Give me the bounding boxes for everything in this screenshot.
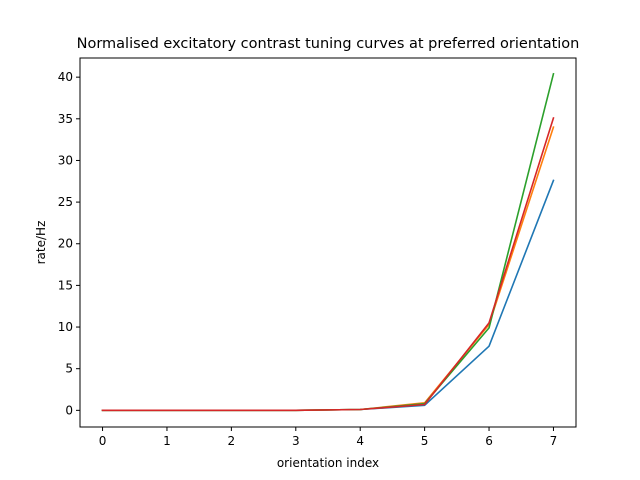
series-line-4 — [101, 116, 555, 412]
x-axis-label: orientation index — [277, 456, 379, 470]
y-tick-label: 35 — [58, 112, 73, 126]
x-tick-label: 3 — [292, 434, 300, 448]
chart-title: Normalised excitatory contrast tuning cu… — [77, 36, 580, 52]
axes-frame — [79, 57, 577, 428]
y-tick-label: 5 — [65, 362, 73, 376]
y-tick-label: 25 — [58, 195, 73, 209]
series-line-2 — [101, 126, 555, 412]
x-tick-label: 6 — [485, 434, 493, 448]
series-line-1 — [101, 179, 555, 412]
x-tick-label: 1 — [163, 434, 171, 448]
x-tick-label: 0 — [99, 434, 107, 448]
y-tick-label: 10 — [58, 320, 73, 334]
y-tick-label: 0 — [65, 403, 73, 417]
series-line-3 — [101, 72, 555, 412]
x-tick-label: 2 — [228, 434, 236, 448]
y-tick-label: 40 — [58, 70, 73, 84]
y-tick-label: 30 — [58, 153, 73, 167]
plot-area — [101, 72, 555, 412]
y-axis-label: rate/Hz — [34, 221, 48, 265]
x-tick-label: 4 — [356, 434, 364, 448]
y-tick-label: 15 — [58, 278, 73, 292]
y-axis: 0 5 10 15 20 25 30 35 40 — [58, 70, 80, 417]
x-tick-label: 7 — [550, 434, 558, 448]
x-tick-label: 5 — [421, 434, 429, 448]
x-axis: 0 1 2 3 4 5 6 7 — [99, 427, 558, 448]
y-tick-label: 20 — [58, 237, 73, 251]
